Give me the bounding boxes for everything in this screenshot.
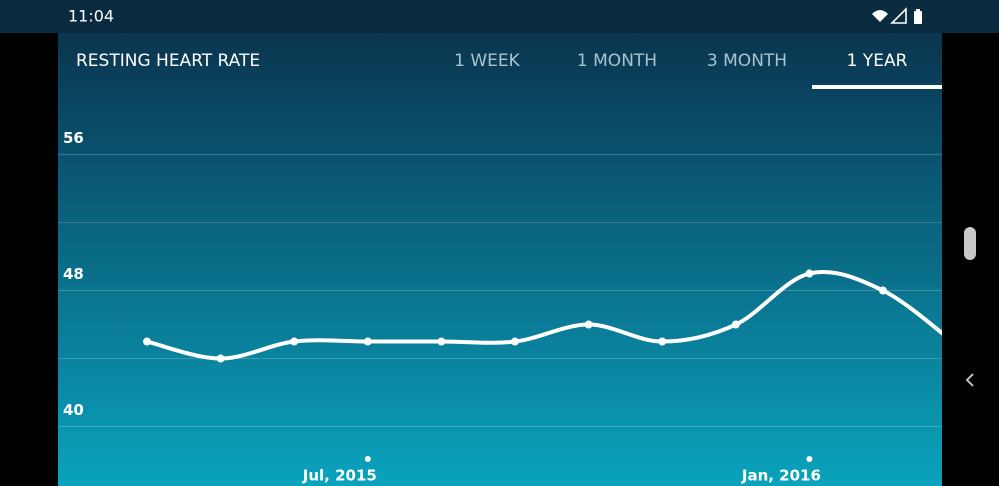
tab-indicator [812, 85, 942, 89]
x-tick-label: Jul, 2015 [302, 467, 377, 485]
point [879, 286, 887, 295]
plot [58, 154, 942, 428]
point [290, 337, 299, 346]
point [511, 337, 519, 346]
point [658, 337, 667, 346]
point [363, 337, 372, 346]
point [437, 337, 446, 346]
scrollbar [964, 227, 976, 260]
back-arrow[interactable] [965, 373, 974, 387]
point [584, 320, 593, 329]
tab[interactable]: 1 MONTH [577, 51, 657, 71]
app-background [58, 0, 942, 486]
line [145, 270, 942, 361]
y-tick-label: 56 [63, 129, 84, 147]
tab[interactable]: 1 YEAR [847, 51, 908, 71]
battery-tip [916, 9, 920, 11]
status-time: 11:04 [68, 7, 114, 26]
x-tick-dot [364, 456, 371, 462]
x-tick-label: Jan, 2016 [741, 467, 821, 485]
signal-icon [890, 7, 907, 24]
point [805, 269, 814, 278]
point [731, 320, 740, 329]
tab[interactable]: 3 MONTH [707, 51, 787, 71]
tab[interactable]: 1 WEEK [454, 51, 521, 71]
y-tick-label: 40 [63, 401, 84, 419]
point [216, 354, 225, 363]
point [143, 337, 151, 346]
wifi-icon [872, 10, 888, 22]
status-bar [0, 0, 999, 33]
battery-icon [914, 11, 922, 24]
chart-title: RESTING HEART RATE [76, 51, 260, 71]
x-tick-dot [806, 456, 813, 462]
y-tick-label: 48 [63, 265, 84, 283]
